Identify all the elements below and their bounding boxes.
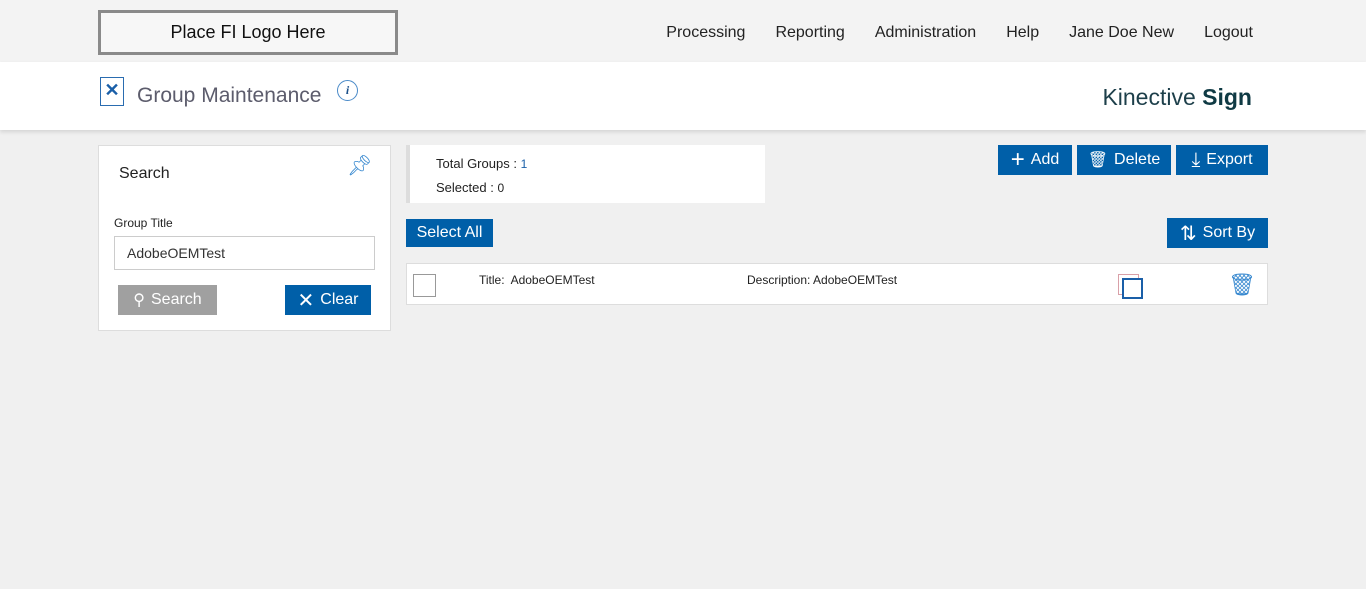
nav-logout[interactable]: Logout [1204,24,1253,41]
group-title-label: Group Title [114,216,173,230]
copy-icon[interactable] [1118,274,1143,299]
row-delete-icon[interactable]: 🗑︎ [1228,272,1256,297]
selected-value: 0 [497,181,505,195]
delete-label: Delete [1114,151,1161,168]
group-title-input[interactable] [114,236,375,270]
row-title: AdobeOEMTest [510,273,595,287]
download-icon: ⤓ [1191,148,1201,171]
top-bar: Place FI Logo Here Processing Reporting … [0,0,1366,62]
nav-processing[interactable]: Processing [666,24,746,41]
title-label: Title: [479,273,505,287]
select-all-button[interactable]: Select All [406,219,493,247]
plus-icon: + [1010,146,1025,173]
search-button[interactable]: ⚲ Search [118,285,217,315]
search-button-label: Search [151,291,202,308]
brand-light: Kinective [1102,84,1196,110]
clear-button[interactable]: ✕ Clear [285,285,371,315]
pin-icon[interactable]: 📌︎ [347,155,373,177]
brand-bold: Sign [1202,84,1252,110]
info-icon[interactable]: i [337,80,358,101]
add-button[interactable]: + Add [998,145,1072,175]
search-icon: ⚲ [133,292,145,309]
clear-button-label: Clear [320,291,359,308]
group-maintenance-icon: ✕ [100,77,124,106]
group-stats: Total Groups : 1 Selected : 0 [406,145,765,203]
nav-help[interactable]: Help [1006,24,1040,41]
sort-by-button[interactable]: ⇅ Sort By [1167,218,1268,248]
export-button[interactable]: ⤓ Export [1176,145,1268,175]
nav-reporting[interactable]: Reporting [775,24,845,41]
search-heading: Search [119,165,170,182]
page-header: ✕ Group Maintenance i Kinective Sign [0,62,1366,130]
main-nav: Processing Reporting Administration Help… [666,24,1253,42]
logo-placeholder: Place FI Logo Here [98,10,398,55]
sort-icon: ⇅ [1179,222,1197,245]
selected-label: Selected : [436,180,494,195]
nav-user[interactable]: Jane Doe New [1069,24,1175,41]
brand-logo: Kinective Sign [1102,84,1252,111]
close-icon: ✕ [297,289,315,312]
total-groups-label: Total Groups : [436,156,517,171]
page-title: Group Maintenance [137,84,322,107]
trash-icon: 🗑︎ [1087,152,1109,169]
delete-button[interactable]: 🗑︎ Delete [1077,145,1171,175]
export-label: Export [1206,151,1253,168]
total-groups-value: 1 [520,157,528,171]
add-label: Add [1030,151,1060,168]
row-description: AdobeOEMTest [813,273,898,287]
search-panel: Search 📌︎ Group Title ⚲ Search ✕ Clear [98,145,391,331]
table-row: Title: AdobeOEMTest Description: AdobeOE… [406,263,1268,305]
sort-by-label: Sort By [1202,224,1256,241]
nav-administration[interactable]: Administration [874,24,977,41]
row-checkbox[interactable] [413,274,436,297]
description-label: Description: [747,273,811,287]
